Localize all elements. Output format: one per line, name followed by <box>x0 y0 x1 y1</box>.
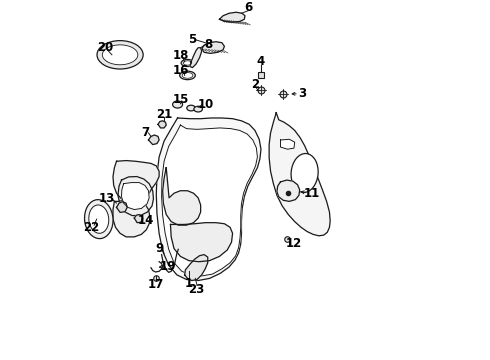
Text: 20: 20 <box>97 41 113 54</box>
Polygon shape <box>280 139 294 149</box>
Text: 8: 8 <box>205 38 213 51</box>
Text: 7: 7 <box>141 126 149 139</box>
Ellipse shape <box>102 45 138 65</box>
Text: 18: 18 <box>172 49 189 62</box>
Text: 16: 16 <box>173 64 189 77</box>
Polygon shape <box>185 255 208 280</box>
Text: 12: 12 <box>286 238 302 251</box>
Text: 3: 3 <box>298 87 307 100</box>
Ellipse shape <box>187 105 196 111</box>
Polygon shape <box>220 12 245 22</box>
Polygon shape <box>113 161 159 201</box>
Text: 19: 19 <box>159 260 176 273</box>
Polygon shape <box>163 168 200 225</box>
Ellipse shape <box>89 205 109 233</box>
Ellipse shape <box>172 101 183 108</box>
Polygon shape <box>158 121 166 128</box>
Polygon shape <box>269 113 330 236</box>
Polygon shape <box>277 180 300 201</box>
Text: 10: 10 <box>198 98 214 111</box>
Text: 23: 23 <box>188 283 204 296</box>
Ellipse shape <box>182 73 193 78</box>
Polygon shape <box>118 176 153 216</box>
Ellipse shape <box>291 153 318 193</box>
Ellipse shape <box>194 106 202 112</box>
Text: 2: 2 <box>251 78 260 91</box>
Text: 17: 17 <box>147 278 164 291</box>
Polygon shape <box>148 135 159 145</box>
Text: 21: 21 <box>156 108 172 121</box>
Text: 11: 11 <box>304 187 320 200</box>
Text: 1: 1 <box>185 277 193 290</box>
Polygon shape <box>122 183 149 210</box>
Text: 14: 14 <box>138 214 154 227</box>
Text: 9: 9 <box>156 242 164 255</box>
Polygon shape <box>113 199 150 237</box>
Polygon shape <box>156 118 261 280</box>
Polygon shape <box>171 223 233 262</box>
Ellipse shape <box>181 59 194 67</box>
Ellipse shape <box>183 61 192 65</box>
Polygon shape <box>202 42 224 53</box>
Text: 4: 4 <box>257 55 265 68</box>
Text: 13: 13 <box>99 192 116 206</box>
Text: 5: 5 <box>188 33 196 46</box>
Polygon shape <box>134 215 143 223</box>
Ellipse shape <box>85 200 113 239</box>
Polygon shape <box>190 48 202 68</box>
Text: 6: 6 <box>245 1 253 14</box>
Polygon shape <box>117 202 127 212</box>
Ellipse shape <box>180 71 196 80</box>
Text: 15: 15 <box>172 93 189 106</box>
Ellipse shape <box>97 41 143 69</box>
Polygon shape <box>162 125 257 276</box>
Text: 22: 22 <box>84 221 100 234</box>
